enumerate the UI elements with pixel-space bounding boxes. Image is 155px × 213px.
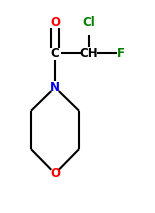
Text: O: O [50,167,60,180]
Text: CH: CH [80,47,98,60]
Text: N: N [50,81,60,94]
Text: O: O [50,16,60,29]
Text: Cl: Cl [83,16,95,29]
Text: F: F [117,47,125,60]
Text: C: C [51,47,59,60]
